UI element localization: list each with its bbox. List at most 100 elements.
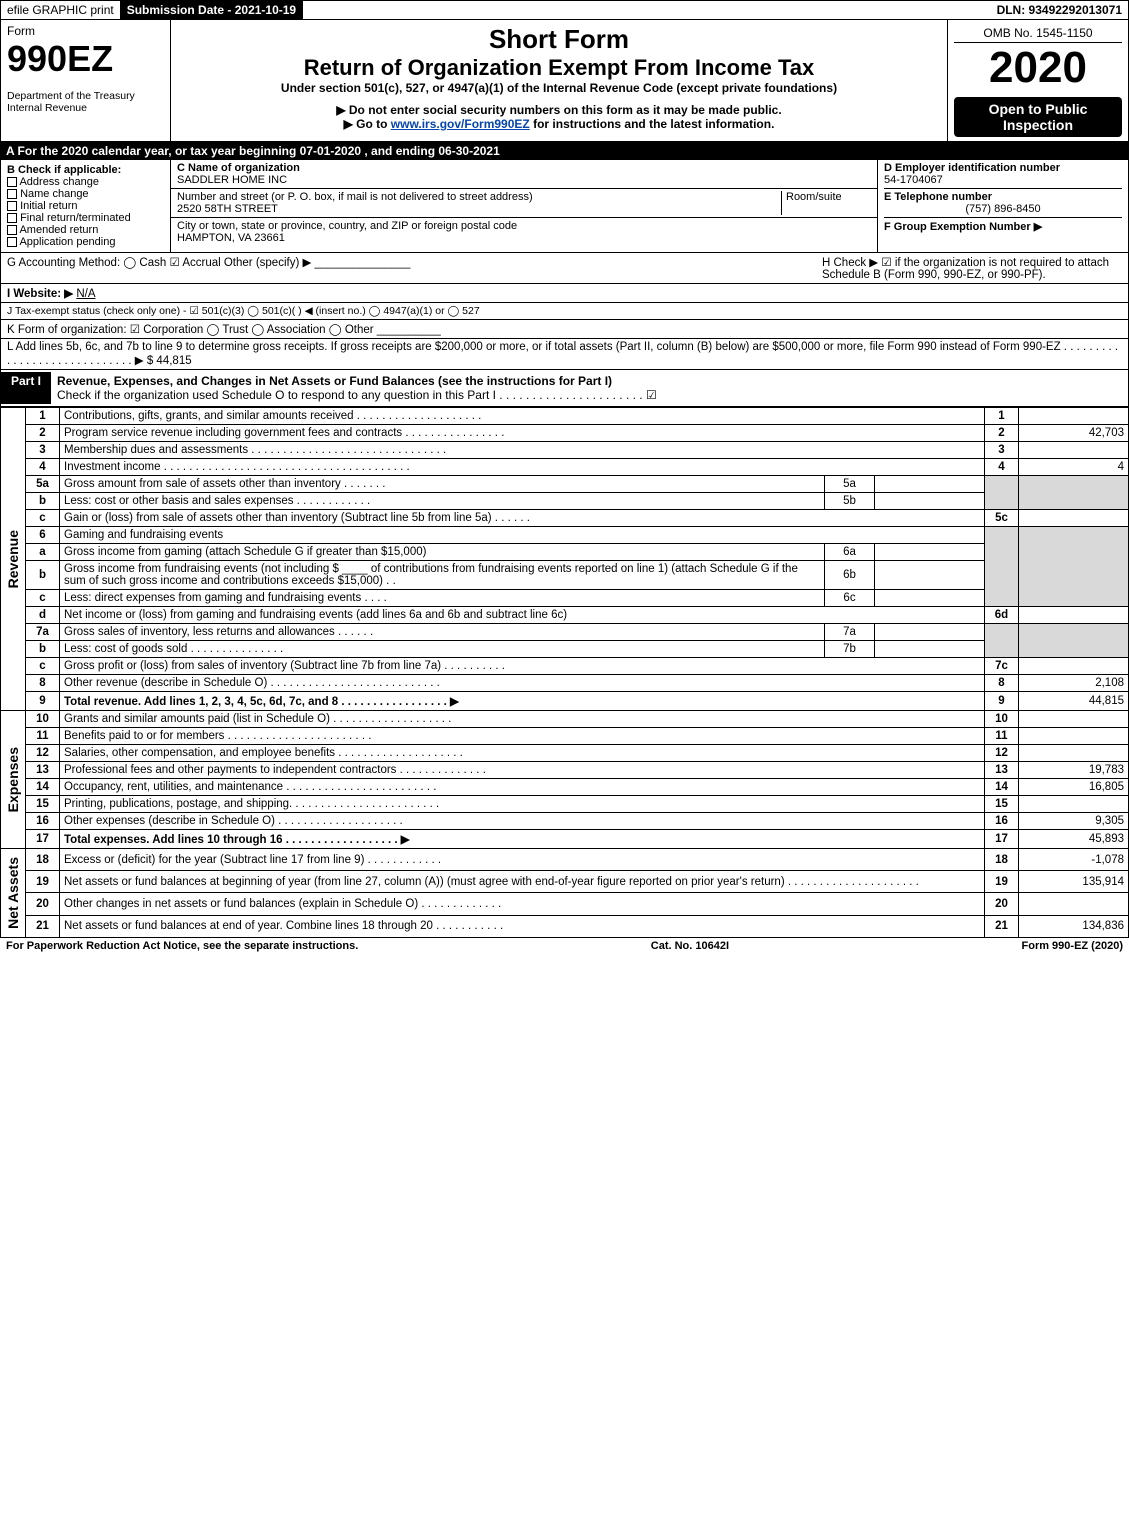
inner-val xyxy=(875,561,985,590)
row-text: Other revenue (describe in Schedule O) .… xyxy=(60,675,985,692)
omb-number: OMB No. 1545-1150 xyxy=(954,24,1122,43)
row-box: 17 xyxy=(985,830,1019,849)
box-c-name-label: C Name of organization xyxy=(177,162,871,174)
line-k-form-org: K Form of organization: ☑ Corporation ◯ … xyxy=(0,320,1129,339)
row-box: 4 xyxy=(985,459,1019,476)
expenses-label: Expenses xyxy=(5,741,21,818)
row-text: Salaries, other compensation, and employ… xyxy=(60,745,985,762)
row-num: 12 xyxy=(26,745,60,762)
row-val xyxy=(1019,510,1129,527)
row-text: Membership dues and assessments . . . . … xyxy=(60,442,985,459)
org-name: SADDLER HOME INC xyxy=(177,174,871,186)
check-amended-return[interactable]: Amended return xyxy=(7,224,164,236)
row-text: Net assets or fund balances at beginning… xyxy=(60,871,985,893)
addr-label: Number and street (or P. O. box, if mail… xyxy=(177,191,781,203)
row-text: Gross amount from sale of assets other t… xyxy=(60,476,825,493)
row-val: 44,815 xyxy=(1019,692,1129,711)
row-num: 16 xyxy=(26,813,60,830)
row-box: 13 xyxy=(985,762,1019,779)
room-suite-label: Room/suite xyxy=(781,191,871,215)
row-text: Less: cost of goods sold . . . . . . . .… xyxy=(60,641,825,658)
row-box: 5c xyxy=(985,510,1019,527)
row-num: c xyxy=(26,510,60,527)
row-text: Grants and similar amounts paid (list in… xyxy=(60,711,985,728)
row-val: 16,805 xyxy=(1019,779,1129,796)
submission-date: Submission Date - 2021-10-19 xyxy=(121,1,303,19)
row-val: 45,893 xyxy=(1019,830,1129,849)
irs-link[interactable]: www.irs.gov/Form990EZ xyxy=(391,117,530,131)
footer-mid: Cat. No. 10642I xyxy=(651,940,729,952)
row-box: 16 xyxy=(985,813,1019,830)
row-num: 9 xyxy=(26,692,60,711)
inner-box: 6c xyxy=(825,590,875,607)
row-num: 19 xyxy=(26,871,60,893)
row-text: Gain or (loss) from sale of assets other… xyxy=(60,510,985,527)
row-text: Benefits paid to or for members . . . . … xyxy=(60,728,985,745)
row-num: c xyxy=(26,590,60,607)
row-num: 4 xyxy=(26,459,60,476)
part-i-title: Revenue, Expenses, and Changes in Net As… xyxy=(57,374,1122,388)
row-box: 19 xyxy=(985,871,1019,893)
tax-year: 2020 xyxy=(954,43,1122,93)
row-text: Gross income from fundraising events (no… xyxy=(60,561,825,590)
row-val xyxy=(1019,745,1129,762)
street-address: 2520 58TH STREET xyxy=(177,203,781,215)
row-text: Other changes in net assets or fund bala… xyxy=(60,893,985,915)
row-text: Other expenses (describe in Schedule O) … xyxy=(60,813,985,830)
row-box: 1 xyxy=(985,408,1019,425)
row-val xyxy=(1019,711,1129,728)
row-val xyxy=(1019,893,1129,915)
inner-val xyxy=(875,590,985,607)
row-val xyxy=(1019,408,1129,425)
goto-note: ▶ Go to www.irs.gov/Form990EZ for instru… xyxy=(177,117,941,131)
top-bar: efile GRAPHIC print Submission Date - 20… xyxy=(0,0,1129,20)
row-val: -1,078 xyxy=(1019,849,1129,871)
row-num: 5a xyxy=(26,476,60,493)
row-box: 20 xyxy=(985,893,1019,915)
row-num: b xyxy=(26,561,60,590)
check-label: Address change xyxy=(19,176,99,188)
row-val: 135,914 xyxy=(1019,871,1129,893)
row-num: b xyxy=(26,641,60,658)
check-address-change[interactable]: Address change xyxy=(7,176,164,188)
main-title: Return of Organization Exempt From Incom… xyxy=(177,55,941,81)
line-l-gross-receipts: L Add lines 5b, 6c, and 7b to line 9 to … xyxy=(0,339,1129,370)
row-text: Total expenses. Add lines 10 through 16 … xyxy=(60,830,985,849)
row-val xyxy=(1019,796,1129,813)
short-form-title: Short Form xyxy=(177,24,941,55)
row-num: 6 xyxy=(26,527,60,544)
row-box: 7c xyxy=(985,658,1019,675)
phone-value: (757) 896-8450 xyxy=(884,203,1122,215)
row-num: b xyxy=(26,493,60,510)
check-final-return[interactable]: Final return/terminated xyxy=(7,212,164,224)
row-text: Total revenue. Add lines 1, 2, 3, 4, 5c,… xyxy=(60,692,985,711)
row-box: 11 xyxy=(985,728,1019,745)
page-footer: For Paperwork Reduction Act Notice, see … xyxy=(0,938,1129,954)
goto-pre: ▶ Go to xyxy=(344,117,391,131)
check-application-pending[interactable]: Application pending xyxy=(7,236,164,248)
row-num: 8 xyxy=(26,675,60,692)
check-label: Amended return xyxy=(19,224,98,236)
inner-val xyxy=(875,476,985,493)
row-box: 8 xyxy=(985,675,1019,692)
part-i-table: Revenue 1Contributions, gifts, grants, a… xyxy=(0,407,1129,938)
inner-box: 7a xyxy=(825,624,875,641)
row-num: 15 xyxy=(26,796,60,813)
row-text: Gross sales of inventory, less returns a… xyxy=(60,624,825,641)
row-text: Net assets or fund balances at end of ye… xyxy=(60,915,985,937)
row-text: Investment income . . . . . . . . . . . … xyxy=(60,459,985,476)
inner-box: 7b xyxy=(825,641,875,658)
row-num: 13 xyxy=(26,762,60,779)
row-num: d xyxy=(26,607,60,624)
check-name-change[interactable]: Name change xyxy=(7,188,164,200)
row-box: 14 xyxy=(985,779,1019,796)
row-num: 3 xyxy=(26,442,60,459)
row-text: Excess or (deficit) for the year (Subtra… xyxy=(60,849,985,871)
row-text: Less: cost or other basis and sales expe… xyxy=(60,493,825,510)
check-initial-return[interactable]: Initial return xyxy=(7,200,164,212)
row-num: 20 xyxy=(26,893,60,915)
row-text: Gross income from gaming (attach Schedul… xyxy=(60,544,825,561)
line-h-schedule-b: H Check ▶ ☑ if the organization is not r… xyxy=(822,255,1122,281)
box-b-title: B Check if applicable: xyxy=(7,164,164,176)
row-num: 2 xyxy=(26,425,60,442)
